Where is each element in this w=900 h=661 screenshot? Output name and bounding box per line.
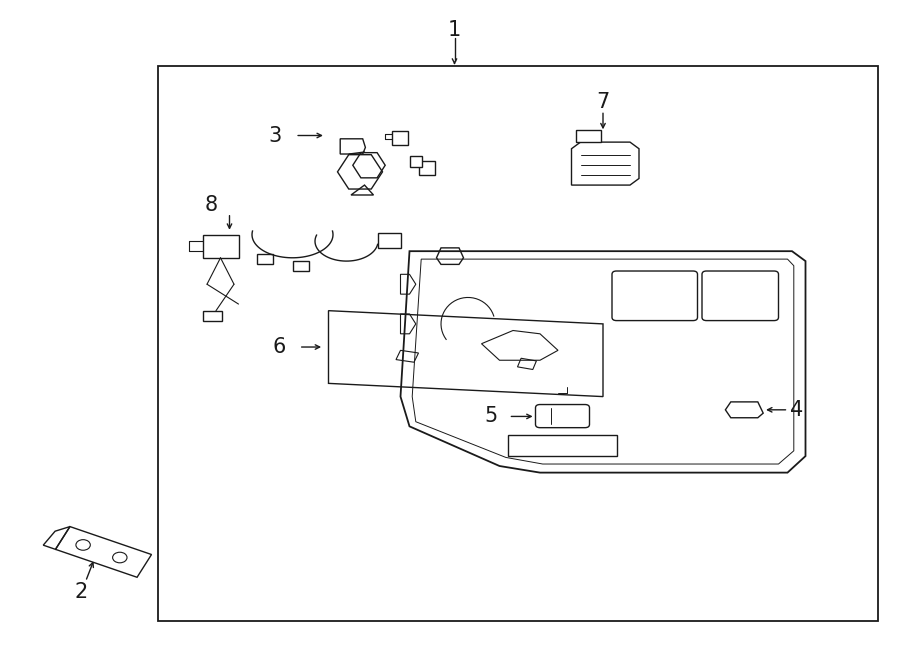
Bar (378, 233, 400, 248)
Text: 6: 6 (273, 337, 285, 357)
Text: 7: 7 (597, 93, 609, 112)
Bar (418, 161, 435, 175)
Bar (410, 156, 422, 167)
Bar (158, 66, 878, 621)
Text: 4: 4 (790, 400, 803, 420)
Bar (292, 261, 309, 271)
FancyBboxPatch shape (536, 405, 590, 428)
Text: 8: 8 (205, 195, 218, 215)
Bar (392, 131, 408, 145)
FancyBboxPatch shape (702, 271, 778, 321)
Text: 1: 1 (448, 20, 461, 40)
Text: 2: 2 (75, 582, 87, 602)
Bar (202, 235, 238, 258)
Bar (576, 130, 601, 142)
FancyBboxPatch shape (612, 271, 698, 321)
Bar (202, 311, 222, 321)
Text: 3: 3 (268, 126, 281, 145)
Bar (508, 435, 616, 456)
Text: 5: 5 (484, 407, 497, 426)
Bar (256, 254, 273, 264)
